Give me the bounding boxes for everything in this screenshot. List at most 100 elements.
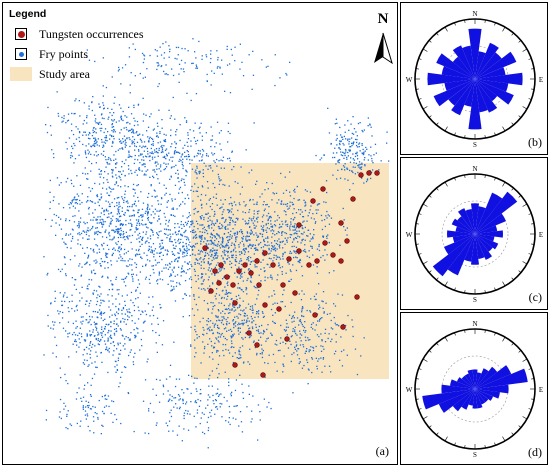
rose-petal: [464, 79, 475, 107]
legend-item-study-area: Study area: [9, 64, 144, 84]
legend-item-fry: Fry points: [9, 44, 144, 64]
rose-petal: [475, 67, 506, 79]
compass-e: E: [539, 76, 543, 84]
rose-petal: [451, 218, 475, 234]
rose-petal: [427, 72, 475, 86]
rose-petal: [475, 51, 486, 79]
rose-petal: [422, 389, 475, 410]
map-panel-a: N Legend Tungsten occurrences Fry points…: [2, 2, 398, 465]
rose-petal: [475, 234, 493, 260]
rose-petal: [468, 389, 475, 406]
rose-petal: [475, 79, 488, 113]
rose-petal: [433, 79, 475, 107]
rose-petal: [436, 53, 475, 79]
rose-petal: [432, 234, 475, 277]
compass-w: W: [406, 76, 413, 84]
compass-e: E: [539, 386, 543, 394]
rose-petal: [475, 79, 498, 113]
rose-panel-c: N S W E (c): [400, 157, 548, 310]
compass-n: N: [472, 10, 477, 18]
rose-petal: [447, 234, 475, 276]
rose-petal: [475, 206, 486, 234]
compass-n: N: [472, 165, 477, 173]
rose-diagram-c: N S W E: [406, 165, 543, 304]
rose-inner-ring: [441, 200, 509, 268]
legend-item-label: Tungsten occurrences: [39, 26, 144, 41]
rose-petal: [475, 372, 482, 389]
red-dot-icon: [9, 26, 33, 42]
north-arrow-icon: [374, 32, 393, 65]
rose-petal: [465, 209, 475, 234]
rose-petal: [472, 389, 478, 409]
rose-petal: [438, 389, 475, 413]
legend: Legend Tungsten occurrences Fry points S…: [9, 8, 144, 84]
rose-petal: [475, 389, 486, 405]
rose-petal: [456, 377, 475, 389]
rose-petal: [452, 56, 475, 79]
compass-s: S: [473, 141, 477, 149]
rose-diagram-b: N S W E: [406, 10, 543, 149]
rose-petal: [475, 79, 498, 102]
rose-petal: [475, 389, 483, 409]
fry-points-layer: [43, 38, 390, 449]
rose-petal: [475, 213, 507, 234]
rose-petal: [475, 191, 518, 234]
rose-petal: [472, 369, 478, 389]
compass-n: N: [472, 320, 477, 328]
legend-item-label: Study area: [39, 66, 90, 81]
compass-w: W: [406, 231, 413, 239]
panel-label-a: (a): [375, 444, 389, 458]
rose-petal: [462, 45, 475, 79]
rose-petal: [447, 230, 475, 238]
rose-petal: [475, 51, 517, 79]
rose-petal: [443, 234, 475, 255]
rose-petal: [475, 79, 514, 105]
rose-panel-d: N S W E (d): [400, 312, 548, 465]
rose-petal: [470, 234, 480, 265]
rose-petal: [475, 234, 499, 250]
compass-e: E: [539, 231, 543, 239]
panel-label-b: (b): [528, 135, 542, 149]
legend-item-tungsten: Tungsten occurrences: [9, 24, 144, 44]
rose-petal: [475, 234, 493, 252]
rose-petal: [464, 373, 475, 389]
rose-diagram-d: N S W E: [406, 320, 543, 459]
rose-petal: [475, 230, 503, 238]
legend-item-label: Fry points: [39, 46, 89, 61]
rose-panel-b: N S W E (b): [400, 2, 548, 155]
rose-petal: [464, 234, 475, 262]
rose-petal: [461, 389, 475, 410]
rose-petal: [475, 79, 509, 92]
rose-petal: [475, 52, 502, 79]
rose-petal: [475, 368, 528, 389]
compass-w: W: [406, 386, 413, 394]
rose-petal: [475, 234, 495, 242]
tan-swatch-icon: [9, 66, 33, 82]
rose-petal: [450, 379, 475, 389]
rose-petal: [475, 234, 485, 259]
rose-petal: [475, 366, 498, 389]
rose-petal: [470, 203, 480, 234]
rose-petal: [475, 389, 489, 403]
rose-petal: [457, 208, 475, 234]
tungsten-occurrences-layer: [202, 170, 380, 378]
legend-title: Legend: [9, 8, 47, 20]
rose-petal: [441, 384, 475, 394]
rose-petal: [452, 45, 475, 79]
panel-label-d: (d): [528, 445, 542, 459]
rose-petal: [444, 79, 475, 91]
compass-s: S: [473, 451, 477, 459]
rose-petal: [441, 66, 475, 79]
rose-petal: [475, 368, 489, 389]
blue-dot-icon: [9, 46, 33, 62]
compass-s: S: [473, 296, 477, 304]
map-canvas: N: [43, 11, 393, 449]
rose-petal: [467, 369, 475, 389]
rose-petal: [451, 79, 475, 116]
rose-petal: [452, 389, 475, 412]
north-arrow-label: N: [378, 11, 389, 27]
rose-petal: [475, 384, 509, 394]
rose-petal: [452, 234, 475, 243]
panel-label-c: (c): [528, 290, 542, 304]
rose-petal: [468, 79, 482, 130]
